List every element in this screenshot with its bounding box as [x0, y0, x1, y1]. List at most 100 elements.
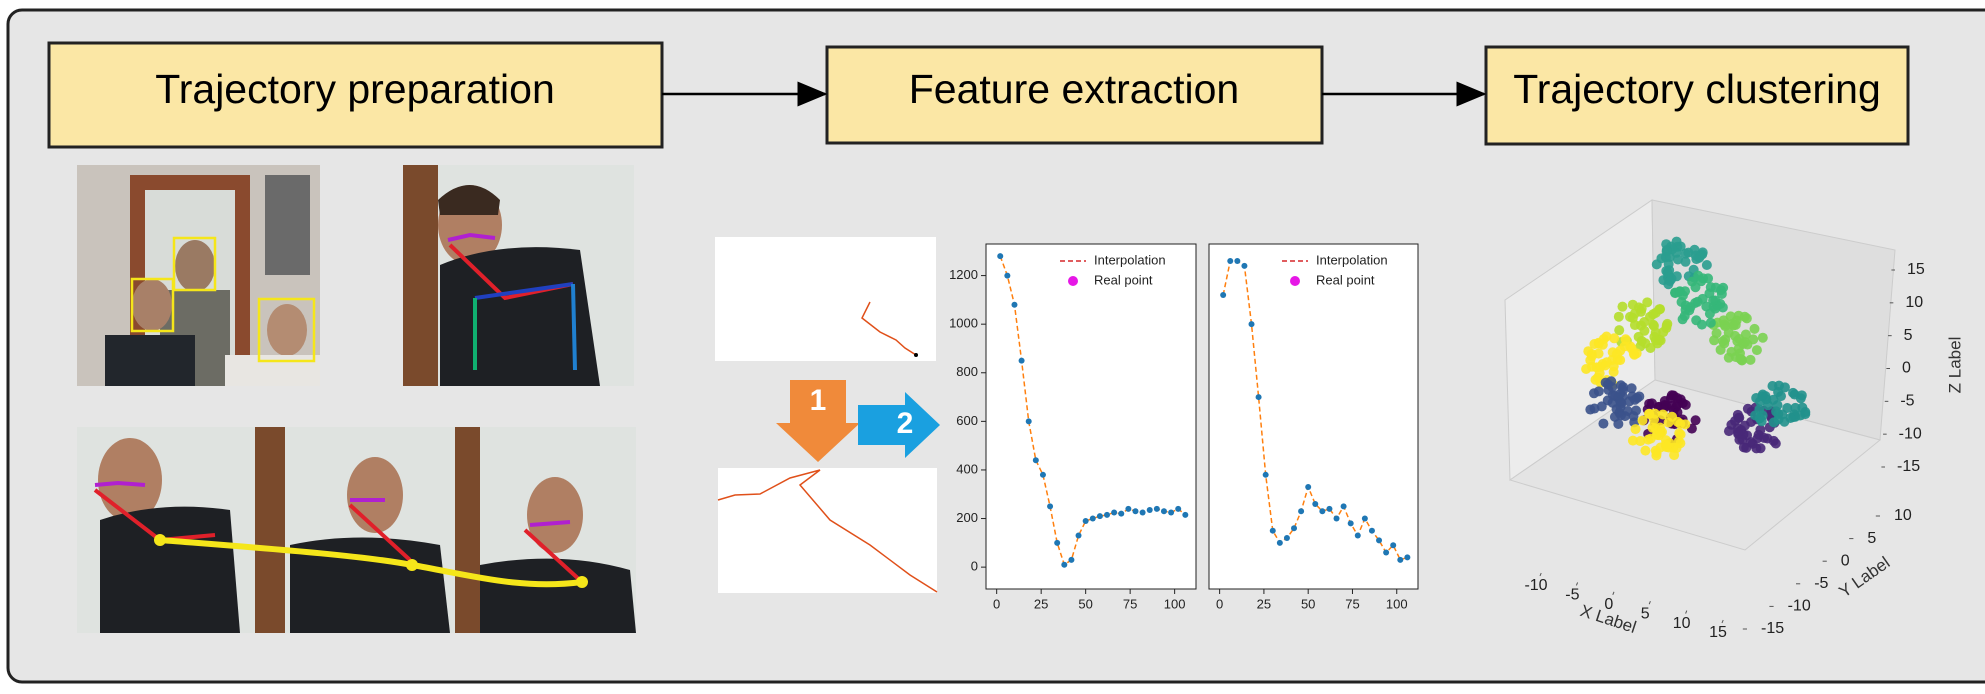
real-point [1040, 472, 1046, 478]
real-point [1026, 418, 1032, 424]
cluster-dot [1597, 401, 1607, 411]
cluster-dot [1651, 308, 1661, 318]
cluster-dot [1607, 382, 1617, 392]
cluster-dot [1771, 439, 1781, 449]
y-tick-label: 1200 [949, 267, 978, 282]
cluster-dot [1738, 429, 1748, 439]
cluster-dot [1644, 409, 1654, 419]
real-point [1111, 509, 1117, 515]
cluster-dot [1733, 410, 1743, 420]
real-point [1033, 457, 1039, 463]
real-point [1284, 535, 1290, 541]
diagram: Trajectory preparation Feature extractio… [0, 0, 1985, 689]
cluster-dot [1617, 302, 1627, 312]
cluster-dot [1690, 282, 1700, 292]
cluster-dot [1615, 355, 1625, 365]
y-tick-label: 0 [1841, 552, 1850, 569]
real-point [1355, 533, 1361, 539]
real-point [997, 253, 1003, 259]
real-point [1147, 507, 1153, 513]
real-point [1263, 472, 1269, 478]
y-tick-label: 10 [1894, 507, 1912, 524]
cluster-dot [1740, 312, 1750, 322]
real-point [1011, 302, 1017, 308]
y-tick-label: -15 [1761, 620, 1784, 637]
cluster-dot [1735, 354, 1745, 364]
cluster-dot [1624, 396, 1634, 406]
real-point [1104, 512, 1110, 518]
x-tick-label: 0 [1604, 596, 1613, 613]
cluster-dot [1602, 357, 1612, 367]
real-point [1004, 273, 1010, 279]
cluster-dot [1630, 320, 1640, 330]
cluster-dot [1674, 437, 1684, 447]
y-tick-label: 0 [971, 559, 978, 574]
x-tick-label: 75 [1345, 596, 1359, 611]
real-point [1019, 358, 1025, 364]
cluster-dot [1651, 335, 1661, 345]
cluster-dot [1661, 252, 1671, 262]
real-point [1341, 503, 1347, 509]
cluster-dot [1664, 418, 1674, 428]
real-point [1175, 506, 1181, 512]
z-tick-label: -10 [1899, 425, 1922, 442]
cluster-dot [1705, 309, 1715, 319]
cluster-dot [1637, 336, 1647, 346]
cluster-dot [1690, 245, 1700, 255]
x-tick-label: 25 [1257, 596, 1271, 611]
real-point [1298, 508, 1304, 514]
legend-swatch [1290, 276, 1300, 286]
cluster-dot [1716, 345, 1726, 355]
real-point [1132, 508, 1138, 514]
real-point [1182, 512, 1188, 518]
cluster-dot [1776, 391, 1786, 401]
cluster-dot [1706, 318, 1716, 328]
cluster-dot [1675, 286, 1685, 296]
real-point [1047, 503, 1053, 509]
cluster-dot [1594, 349, 1604, 359]
cluster-dot [1662, 319, 1672, 329]
cluster-dot [1742, 340, 1752, 350]
real-point [1234, 258, 1240, 264]
real-point [1312, 501, 1318, 507]
real-point [1362, 516, 1368, 522]
cluster-dot [1661, 442, 1671, 452]
real-point [1249, 321, 1255, 327]
cluster-dot [1796, 393, 1806, 403]
cluster-dot [1691, 254, 1701, 264]
real-point [1291, 525, 1297, 531]
y-tick-label: 600 [956, 413, 978, 428]
cluster-dot [1627, 383, 1637, 393]
x-tick-label: 100 [1164, 596, 1186, 611]
real-point [1125, 506, 1131, 512]
legend-label: Interpolation [1094, 252, 1166, 267]
cluster-dot [1758, 390, 1768, 400]
cluster-dot [1752, 345, 1762, 355]
real-point [1140, 509, 1146, 515]
real-point [1397, 557, 1403, 563]
badge: 1 [810, 384, 827, 417]
real-point [1168, 509, 1174, 515]
x-tick-label: 25 [1034, 596, 1048, 611]
cluster-dot [1667, 274, 1677, 284]
cluster-dot [1750, 324, 1760, 334]
cluster-dot [1594, 386, 1604, 396]
axis-label: Z Label [1945, 337, 1964, 394]
real-point [1083, 518, 1089, 524]
cluster-dot [1719, 315, 1729, 325]
y-tick-label: -5 [1814, 575, 1828, 592]
real-point [1061, 562, 1067, 568]
x-tick-label: 0 [1216, 596, 1223, 611]
real-point [1068, 557, 1074, 563]
real-point [1118, 511, 1124, 517]
step-label: Feature extraction [909, 66, 1239, 112]
x-tick-label: 10 [1673, 615, 1691, 632]
cluster-dot [1672, 393, 1682, 403]
cluster-dot [1649, 321, 1659, 331]
real-point [1305, 484, 1311, 490]
legend-label: Interpolation [1316, 252, 1388, 267]
real-point [1161, 508, 1167, 514]
photo [77, 165, 320, 386]
z-tick-label: 15 [1907, 261, 1925, 278]
y-tick-label: 400 [956, 461, 978, 476]
